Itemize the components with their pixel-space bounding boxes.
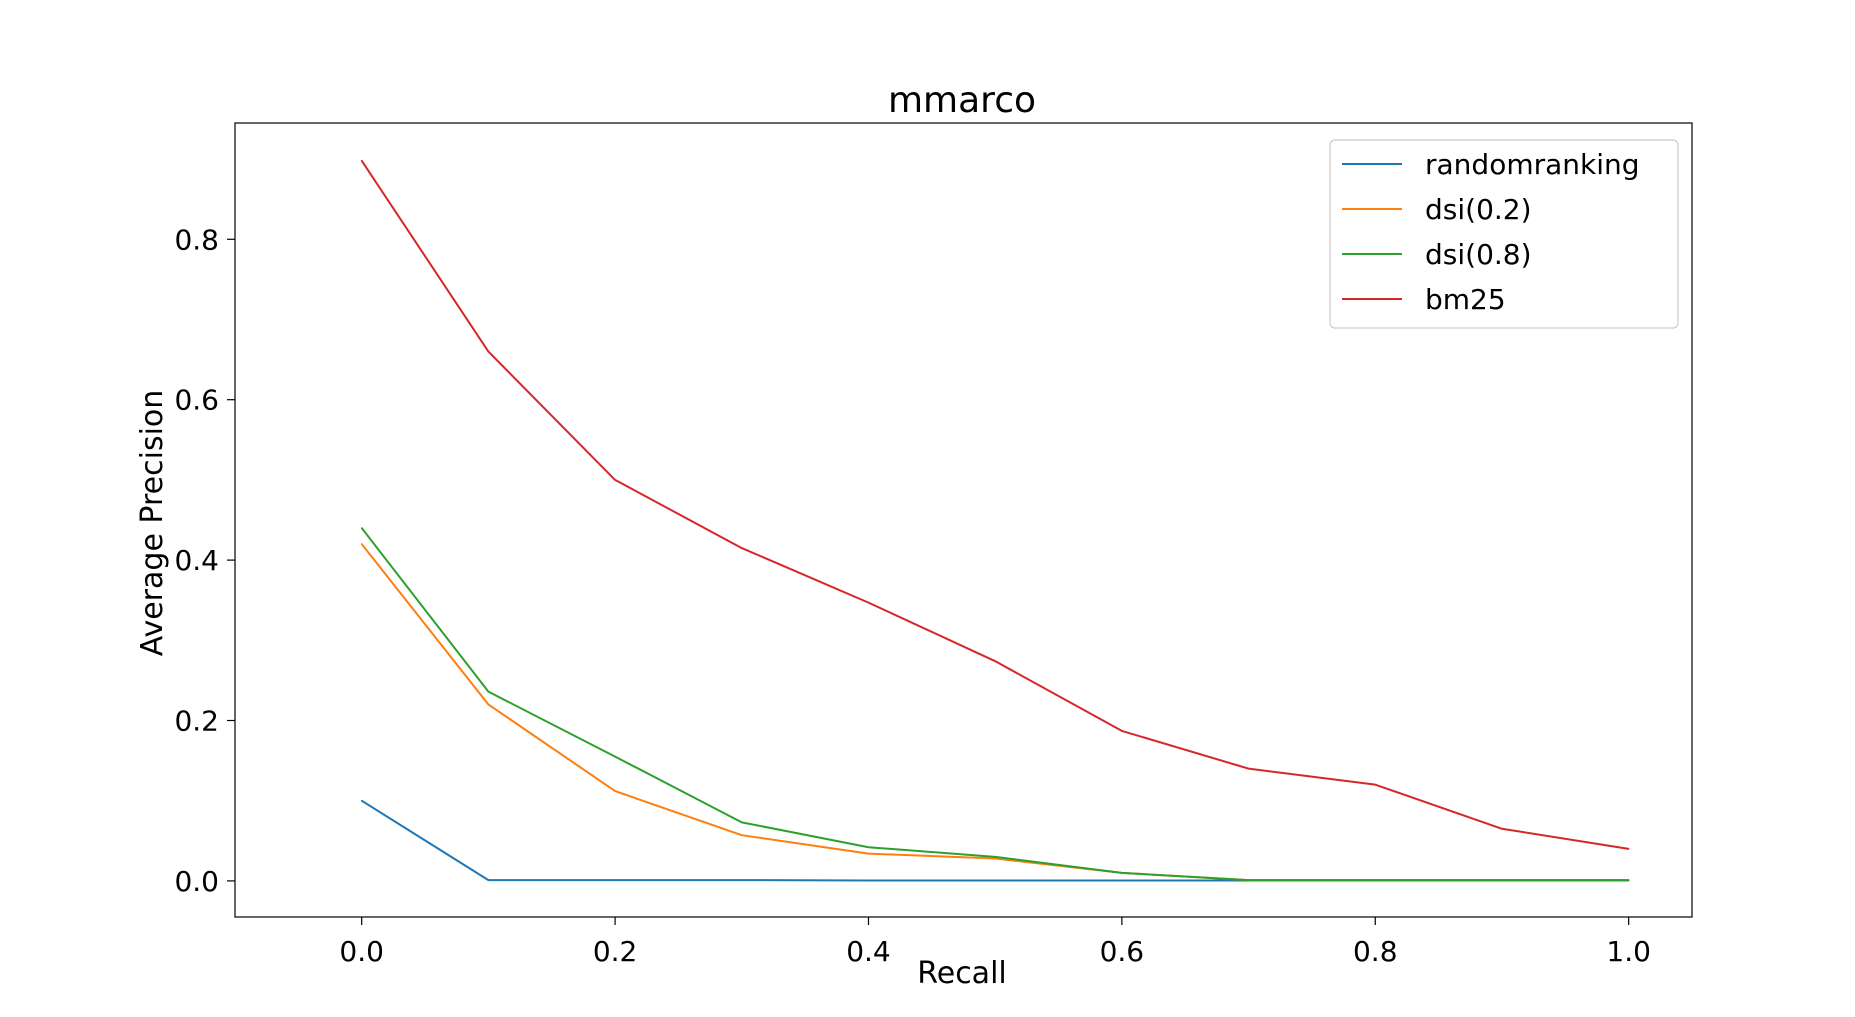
plot-frame — [234, 122, 1693, 918]
data-point — [867, 846, 870, 849]
data-point — [867, 601, 870, 604]
data-point — [994, 856, 996, 858]
plot-border — [234, 122, 1693, 918]
data-point — [360, 527, 363, 529]
data-point — [1374, 879, 1377, 881]
data-point — [867, 852, 870, 855]
series-lines — [360, 159, 1630, 882]
data-point — [740, 834, 743, 836]
data-point — [614, 790, 616, 792]
data-point — [1121, 872, 1123, 874]
chart-title: mmarco — [888, 80, 1036, 121]
data-point — [614, 479, 616, 481]
data-point — [487, 703, 490, 706]
legend-entry-label: dsi(0.2) — [1425, 193, 1532, 226]
legend: randomranking dsi(0.2) dsi(0.8) bm25 — [1329, 139, 1679, 329]
x-axis: 0.0 0.2 0.4 0.6 0.8 1.0 — [339, 917, 1651, 968]
data-point — [994, 879, 996, 882]
data-point — [1501, 827, 1503, 830]
data-point — [740, 547, 743, 549]
data-point — [740, 879, 743, 881]
data-point — [1627, 879, 1630, 881]
y-tick-label: 0.8 — [174, 223, 219, 256]
data-point — [614, 755, 616, 758]
data-point — [487, 350, 490, 353]
data-point — [1247, 879, 1250, 881]
series-line-dsi(0.8) — [360, 527, 1629, 882]
x-tick-label: 1.0 — [1606, 935, 1651, 968]
data-point — [1627, 848, 1630, 850]
data-point — [487, 690, 490, 693]
data-point — [1121, 730, 1123, 732]
legend-box — [1329, 139, 1679, 329]
data-point — [740, 821, 743, 824]
x-tick-label: 0.6 — [1100, 935, 1145, 968]
x-tick-label: 0.4 — [846, 935, 891, 968]
legend-entry-label: bm25 — [1425, 283, 1506, 316]
y-axis: 0.0 0.2 0.4 0.6 0.8 — [174, 223, 235, 898]
y-tick-label: 0.4 — [174, 544, 219, 577]
legend-entry-label: dsi(0.8) — [1425, 238, 1532, 271]
series-line-dsi(0.2) — [360, 543, 1629, 882]
data-point — [360, 543, 363, 545]
data-point — [1501, 879, 1503, 881]
data-point — [360, 159, 363, 162]
data-point — [994, 660, 996, 662]
data-point — [1121, 879, 1123, 882]
y-tick-label: 0.2 — [174, 705, 219, 738]
x-axis-label: Recall — [917, 956, 1007, 991]
legend-entry-label: randomranking — [1425, 148, 1640, 181]
data-point — [1247, 767, 1250, 770]
data-point — [867, 879, 870, 882]
data-point — [994, 857, 996, 860]
data-point — [1374, 783, 1377, 786]
series-line-randomranking — [361, 799, 1629, 882]
y-tick-label: 0.0 — [174, 865, 219, 898]
y-tick-label: 0.6 — [174, 384, 219, 417]
x-tick-label: 0.2 — [593, 935, 638, 968]
data-point — [487, 879, 490, 881]
x-tick-label: 0.8 — [1353, 935, 1398, 968]
x-tick-label: 0.0 — [339, 935, 384, 968]
y-axis-label: Average Precision — [135, 390, 170, 657]
data-point — [614, 879, 616, 881]
data-point — [360, 799, 363, 802]
